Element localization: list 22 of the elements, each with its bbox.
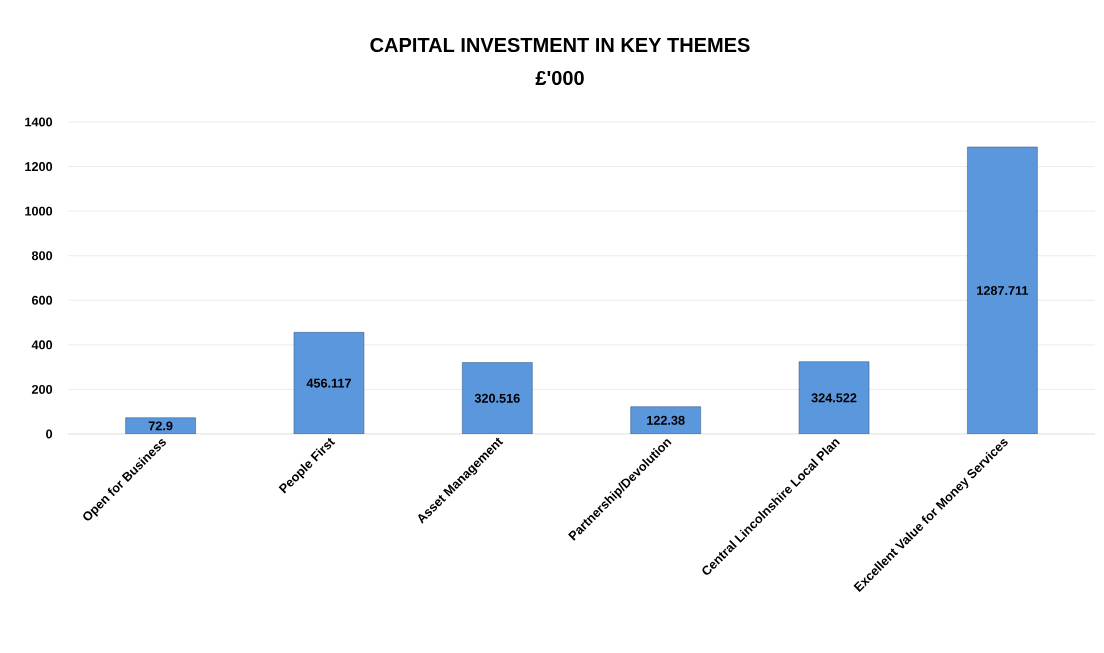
bar (293, 332, 365, 434)
data-label: 324.522 (811, 393, 857, 403)
y-tick-label: 0 (46, 429, 53, 439)
data-label: 320.516 (474, 393, 520, 403)
bar (630, 406, 701, 434)
y-tick-label: 1000 (25, 206, 53, 216)
data-label: 456.117 (306, 378, 351, 388)
y-tick-label: 600 (31, 295, 53, 305)
chart-subtitle: £'000 (535, 70, 584, 86)
bar (462, 362, 533, 434)
y-tick-label: 1400 (25, 117, 53, 127)
data-label: 72.9 (148, 421, 173, 431)
data-label: 1287.711 (977, 286, 1029, 295)
y-tick-label: 1200 (25, 162, 53, 172)
bar (125, 417, 196, 434)
bar (798, 361, 870, 434)
y-tick-label: 200 (31, 384, 53, 394)
y-tick-label: 800 (31, 251, 53, 261)
chart-title: CAPITAL INVESTMENT IN KEY THEMES (370, 37, 750, 53)
bar (967, 146, 1038, 434)
data-label: 122.38 (647, 415, 685, 425)
y-tick-label: 400 (31, 340, 53, 350)
